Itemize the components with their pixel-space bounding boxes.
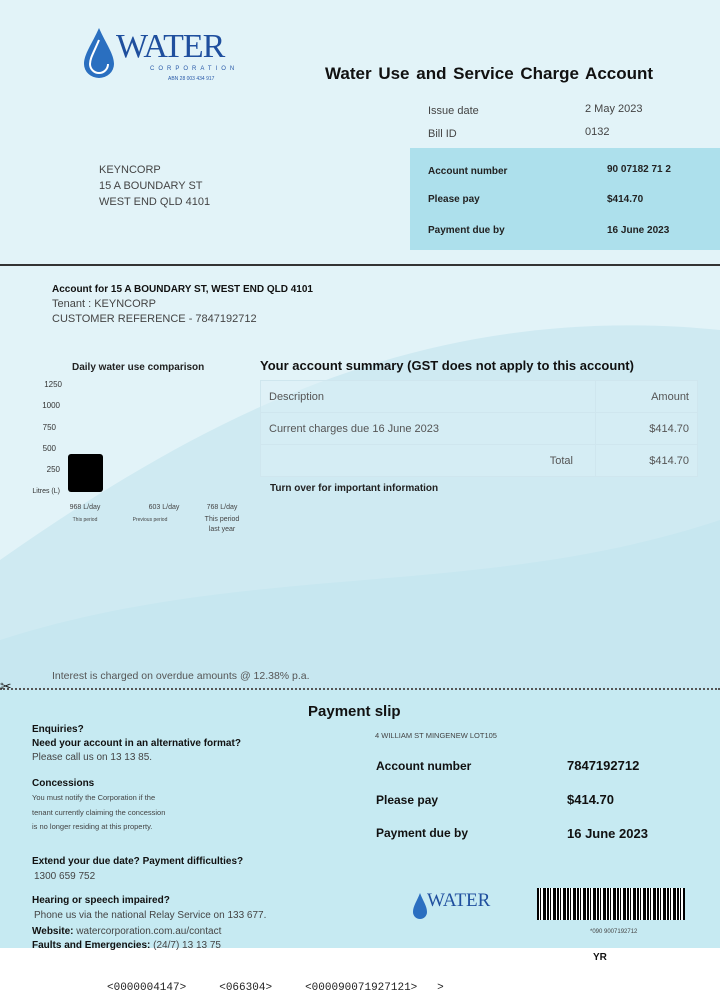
micr-4: >: [437, 982, 444, 994]
account-number: 90 07182 71 2: [607, 164, 671, 175]
y-tick-750: 750: [42, 423, 56, 432]
scissors-icon: ✂: [0, 678, 12, 694]
micr-1: <0000004147>: [107, 982, 187, 994]
micr-line: <0000004147> <066304> <000090071927121> …: [107, 982, 444, 994]
tenant: Tenant : KEYNCORP: [52, 298, 156, 310]
hearing-text: Phone us via the national Relay Service …: [34, 910, 267, 921]
table-header: Description Amount: [260, 380, 698, 413]
water-corporation-logo: WATER CORPORATION ABN 28 003 434 917: [82, 24, 242, 84]
micr-3: <000090071927121>: [305, 982, 418, 994]
logo-abn: ABN 28 003 434 917: [168, 76, 215, 82]
micr-2: <066304>: [219, 982, 273, 994]
cut-line: [0, 688, 720, 690]
y-tick-500: 500: [42, 444, 56, 453]
please-pay-amount: $414.70: [607, 194, 644, 205]
turn-over-note: Turn over for important information: [270, 483, 439, 494]
y-tick-1250: 1250: [44, 380, 62, 389]
divider: [0, 264, 720, 266]
col-description: Description: [260, 380, 596, 413]
slip-please-pay: $414.70: [567, 792, 614, 807]
slip-due-label: Payment due by: [376, 826, 469, 840]
extend-heading: Extend your due date? Payment difficulti…: [32, 856, 244, 867]
due-date: 16 June 2023: [607, 225, 670, 236]
page-title: Water Use and Service Charge Account: [325, 64, 654, 83]
faults-phone: (24/7) 13 13 75: [153, 940, 221, 951]
chart-title: Daily water use comparison: [72, 362, 205, 373]
slip-account-number: 7847192712: [567, 758, 640, 773]
bar-this-period: [68, 454, 103, 492]
table-row: Current charges due 16 June 2023 $414.70: [260, 412, 698, 445]
barcode-number: *090 9007192712: [590, 929, 638, 935]
total-row: Total $414.70: [260, 444, 698, 477]
hearing-heading: Hearing or speech impaired?: [32, 895, 170, 906]
website-label: Website:: [32, 926, 74, 937]
issue-date: 2 May 2023: [585, 103, 643, 115]
logo-text: WATER: [116, 28, 225, 65]
total-label: Total: [260, 444, 596, 477]
recipient-name: KEYNCORP: [99, 164, 161, 176]
account-heading: Account for 15 A BOUNDARY ST, WEST END Q…: [52, 284, 313, 295]
recipient-street: 15 A BOUNDARY ST: [99, 180, 203, 192]
summary-table: Description Amount Current charges due 16…: [260, 380, 698, 477]
recipient-address: KEYNCORP 15 A BOUNDARY ST WEST END QLD 4…: [99, 162, 210, 210]
water-drop-icon: [84, 28, 114, 78]
website-link[interactable]: watercorporation.com.au/contact: [76, 926, 222, 937]
extend-phone: 1300 659 752: [34, 871, 96, 882]
concessions-heading: Concessions: [32, 778, 95, 789]
barcode: [537, 888, 685, 920]
category-this-period: This period: [72, 517, 98, 523]
account-highlight-box: Account number 90 07182 71 2 Please pay …: [410, 148, 720, 250]
slip-due-date: 16 June 2023: [567, 826, 648, 841]
slip-logo-text: WATER: [427, 890, 491, 911]
slip-account-label: Account number: [376, 759, 472, 773]
slip-please-pay-label: Please pay: [376, 793, 439, 807]
account-details: Account for 15 A BOUNDARY ST, WEST END Q…: [52, 282, 313, 327]
bottom-strip: [0, 948, 720, 1000]
y-tick-250: 250: [46, 465, 60, 474]
category-last-year: This period last year: [204, 516, 240, 533]
slip-address: 4 WILLIAM ST MINGENEW LOT105: [375, 731, 497, 740]
bill-id: 0132: [585, 126, 610, 138]
summary-title: Your account summary (GST does not apply…: [260, 358, 634, 373]
value-label-this-period: 968 L/day: [69, 504, 101, 511]
account-number-label: Account number: [428, 166, 508, 177]
customer-reference: CUSTOMER REFERENCE - 7847192712: [52, 313, 257, 325]
due-label: Payment due by: [428, 225, 505, 236]
alt-format-heading: Need your account in an alternative form…: [32, 738, 241, 749]
category-previous-period: Previous period: [132, 517, 168, 523]
concessions-text-1: You must notify the Corporation if the: [32, 793, 156, 802]
concessions-text-3: is no longer residing at this property.: [32, 822, 153, 831]
value-label-previous-period: 603 L/day: [148, 504, 180, 511]
col-amount: Amount: [595, 380, 698, 413]
please-pay-label: Please pay: [428, 194, 480, 205]
issue-date-label: Issue date: [428, 105, 479, 117]
row-amount: $414.70: [595, 412, 698, 445]
slip-logo: WATER: [412, 890, 507, 926]
y-tick-1000: 1000: [42, 401, 60, 410]
concessions-text-2: tenant currently claiming the concession: [32, 808, 166, 817]
slip-code: YR: [593, 952, 607, 963]
faults-label: Faults and Emergencies:: [32, 940, 151, 951]
slip-title: Payment slip: [308, 703, 401, 720]
bill-id-label: Bill ID: [428, 128, 457, 140]
recipient-city: WEST END QLD 4101: [99, 196, 211, 208]
value-label-last-year: 768 L/day: [206, 504, 238, 511]
total-amount: $414.70: [595, 444, 698, 477]
enquiries-phone: Please call us on 13 13 85.: [32, 752, 153, 763]
enquiries-heading: Enquiries?: [32, 724, 84, 735]
interest-note: Interest is charged on overdue amounts @…: [52, 670, 310, 682]
water-drop-icon: [413, 893, 427, 919]
row-description: Current charges due 16 June 2023: [260, 412, 596, 445]
logo-subtext: CORPORATION: [150, 66, 239, 72]
y-axis-label: Litres (L): [32, 488, 60, 495]
